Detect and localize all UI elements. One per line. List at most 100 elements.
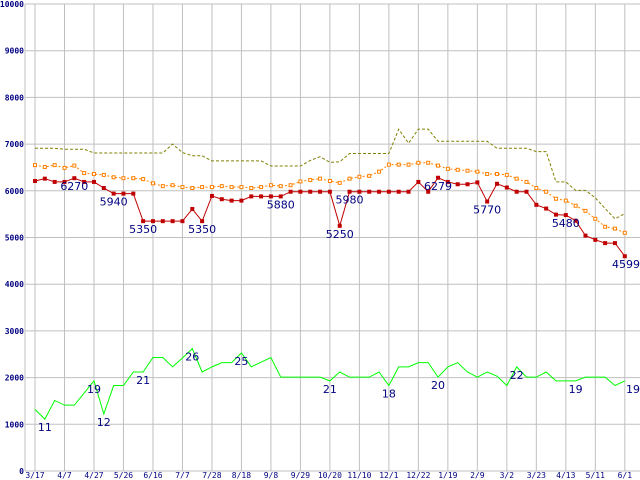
short-ma-point	[239, 185, 244, 190]
data-label: 5880	[267, 198, 295, 211]
price-point	[573, 218, 578, 223]
short-ma-point	[416, 160, 421, 165]
short-ma-point	[436, 163, 441, 168]
price-point	[337, 223, 342, 228]
data-label: 5350	[188, 223, 216, 236]
annotations: 6270 5940 5350 5350 5880 5250 5980 6279 5770 5480…	[38, 180, 640, 434]
data-label: 20	[431, 379, 445, 392]
grid	[24, 3, 640, 472]
data-label: 19	[87, 383, 101, 396]
price-point	[318, 189, 323, 194]
price-point	[445, 179, 450, 184]
short-ma-point	[72, 163, 77, 168]
price-point	[612, 241, 617, 246]
y-tick-label: 9000	[5, 47, 24, 56]
y-tick-label: 6000	[5, 187, 24, 196]
short-ma-point	[504, 172, 509, 177]
short-ma-point	[495, 171, 500, 176]
price-point	[249, 194, 254, 199]
x-tick-label: 8/18	[232, 471, 251, 480]
price-point	[170, 219, 175, 224]
short-ma-point	[347, 176, 352, 181]
price-point	[160, 219, 165, 224]
short-ma-point	[445, 166, 450, 171]
price-point	[327, 189, 332, 194]
data-label: 25	[234, 355, 248, 368]
price-point	[553, 212, 558, 217]
price-point	[563, 213, 568, 218]
short-ma-point	[33, 163, 37, 168]
price-point	[593, 237, 598, 242]
short-ma-point	[160, 184, 165, 189]
price-point	[141, 219, 146, 224]
short-ma-point	[229, 185, 234, 190]
short-ma-point	[111, 175, 116, 180]
short-ma-point	[406, 162, 411, 167]
price-point	[209, 193, 214, 198]
short-ma-point	[534, 185, 539, 190]
price-point	[406, 189, 411, 194]
price-point	[101, 185, 106, 190]
short-ma-point	[52, 163, 57, 168]
price-point	[347, 189, 352, 194]
data-label: 19	[626, 383, 640, 396]
short-ma-point	[278, 184, 283, 189]
x-tick-label: 6/16	[143, 471, 162, 480]
y-tick-label: 0	[19, 467, 24, 476]
x-tick-label: 6/1	[618, 471, 633, 480]
price-point	[278, 194, 283, 199]
price-point	[288, 189, 293, 194]
x-tick-label: 3/23	[527, 471, 546, 480]
x-tick-label: 7/7	[175, 471, 190, 480]
x-tick-label: 4/27	[84, 471, 103, 480]
short-ma-point	[583, 208, 588, 213]
short-ma-point	[593, 216, 598, 221]
data-label: 6270	[60, 180, 88, 193]
price-point	[495, 181, 500, 186]
price-point	[377, 189, 382, 194]
data-label: 12	[97, 416, 111, 429]
x-tick-label: 5/26	[114, 471, 133, 480]
short-ma-point	[337, 180, 342, 185]
data-label: 18	[382, 388, 396, 401]
data-label: 4599	[612, 258, 640, 271]
x-tick-label: 4/7	[57, 471, 72, 480]
short-ma-point	[475, 169, 480, 174]
short-ma-point	[563, 198, 568, 203]
price-point	[33, 178, 37, 183]
y-tick-label: 10000	[0, 0, 24, 9]
price-point	[298, 189, 303, 194]
data-label: 5350	[129, 223, 157, 236]
data-label: 11	[38, 421, 52, 434]
data-label: 19	[569, 383, 583, 396]
data-label: 26	[185, 351, 199, 364]
short-ma-point	[455, 167, 460, 172]
price-point	[396, 189, 401, 194]
short-ma-point	[367, 173, 372, 178]
price-point	[268, 194, 273, 199]
price-point	[308, 189, 313, 194]
data-label: 22	[510, 369, 524, 382]
price-point	[229, 198, 234, 203]
price-point	[52, 179, 57, 184]
y-tick-label: 4000	[5, 280, 24, 289]
price-point	[426, 189, 431, 194]
short-ma-point	[170, 183, 175, 188]
short-ma-point	[91, 171, 96, 176]
x-tick-label: 5/11	[586, 471, 605, 480]
x-tick-label: 12/22	[406, 471, 430, 480]
long-moving-average-line	[35, 128, 626, 220]
short-ma-point	[190, 185, 195, 190]
price-point	[603, 241, 608, 246]
data-label: 5980	[336, 194, 364, 207]
short-ma-point	[622, 230, 627, 235]
y-tick-label: 5000	[5, 234, 24, 243]
short-ma-point	[357, 174, 362, 179]
short-ma-point	[141, 177, 146, 182]
price-point	[465, 182, 470, 187]
short-ma-point	[308, 178, 313, 183]
short-ma-point	[465, 168, 470, 173]
data-label: 21	[136, 374, 150, 387]
price-point	[534, 202, 539, 207]
price-point	[239, 198, 244, 203]
